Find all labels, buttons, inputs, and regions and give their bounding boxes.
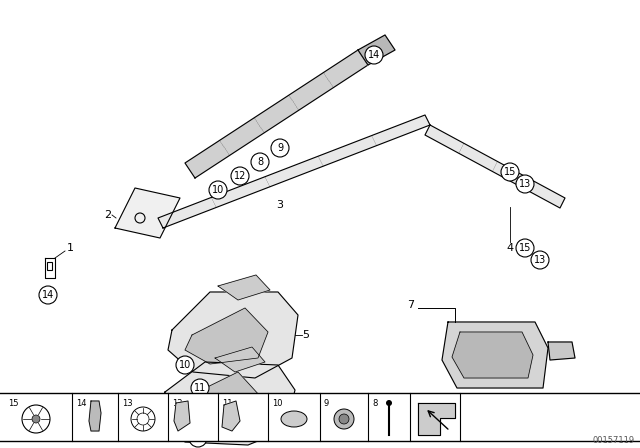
Circle shape	[171, 403, 189, 421]
Text: 2: 2	[104, 210, 111, 220]
Polygon shape	[115, 188, 180, 238]
Circle shape	[334, 409, 354, 429]
Text: 5: 5	[302, 330, 309, 340]
Text: 8: 8	[257, 157, 263, 167]
Text: 12: 12	[234, 171, 246, 181]
Circle shape	[339, 414, 349, 424]
Text: 9: 9	[324, 399, 329, 408]
Text: 15: 15	[8, 399, 19, 408]
Circle shape	[516, 239, 534, 257]
Ellipse shape	[222, 423, 238, 432]
Text: 14: 14	[368, 50, 380, 60]
Circle shape	[32, 415, 40, 423]
Text: 6: 6	[302, 395, 309, 405]
Text: 15: 15	[519, 243, 531, 253]
Text: 00157119: 00157119	[593, 436, 635, 445]
Polygon shape	[158, 115, 430, 228]
Text: 13: 13	[534, 255, 546, 265]
Text: 7: 7	[407, 300, 414, 310]
Text: 10: 10	[212, 185, 224, 195]
Polygon shape	[89, 401, 101, 431]
Polygon shape	[548, 342, 575, 360]
Circle shape	[176, 356, 194, 374]
Circle shape	[271, 139, 289, 157]
Text: 10: 10	[272, 399, 282, 408]
Polygon shape	[185, 50, 368, 178]
Text: 1: 1	[67, 243, 74, 253]
Bar	[0, 393, 640, 441]
Circle shape	[365, 46, 383, 64]
Text: 9: 9	[277, 143, 283, 153]
Text: 14: 14	[76, 399, 86, 408]
Polygon shape	[174, 401, 190, 431]
Circle shape	[209, 181, 227, 199]
Polygon shape	[452, 332, 533, 378]
Bar	[47, 262, 52, 270]
Polygon shape	[185, 308, 268, 364]
Text: 12: 12	[172, 399, 182, 408]
Text: 10: 10	[179, 360, 191, 370]
Circle shape	[251, 153, 269, 171]
Polygon shape	[442, 322, 548, 388]
Text: 14: 14	[42, 290, 54, 300]
Text: 8: 8	[372, 399, 378, 408]
Circle shape	[501, 163, 519, 181]
Circle shape	[39, 286, 57, 304]
Polygon shape	[425, 125, 565, 208]
Text: 11: 11	[192, 433, 204, 443]
Polygon shape	[418, 403, 455, 435]
Circle shape	[516, 175, 534, 193]
Circle shape	[386, 400, 392, 406]
Polygon shape	[215, 347, 265, 372]
Text: 4: 4	[506, 243, 513, 253]
Polygon shape	[160, 362, 295, 445]
Polygon shape	[182, 372, 260, 430]
Text: 3: 3	[276, 200, 284, 210]
Circle shape	[231, 167, 249, 185]
Polygon shape	[222, 401, 240, 431]
Polygon shape	[358, 35, 395, 65]
Circle shape	[191, 379, 209, 397]
Polygon shape	[218, 275, 270, 300]
Text: 13: 13	[122, 399, 132, 408]
Text: 10: 10	[174, 407, 186, 417]
Circle shape	[189, 429, 207, 447]
Polygon shape	[168, 292, 298, 378]
Circle shape	[531, 251, 549, 269]
Ellipse shape	[281, 411, 307, 427]
Text: 11: 11	[194, 383, 206, 393]
Text: 15: 15	[504, 167, 516, 177]
Text: 13: 13	[519, 179, 531, 189]
Text: 11: 11	[222, 399, 232, 408]
